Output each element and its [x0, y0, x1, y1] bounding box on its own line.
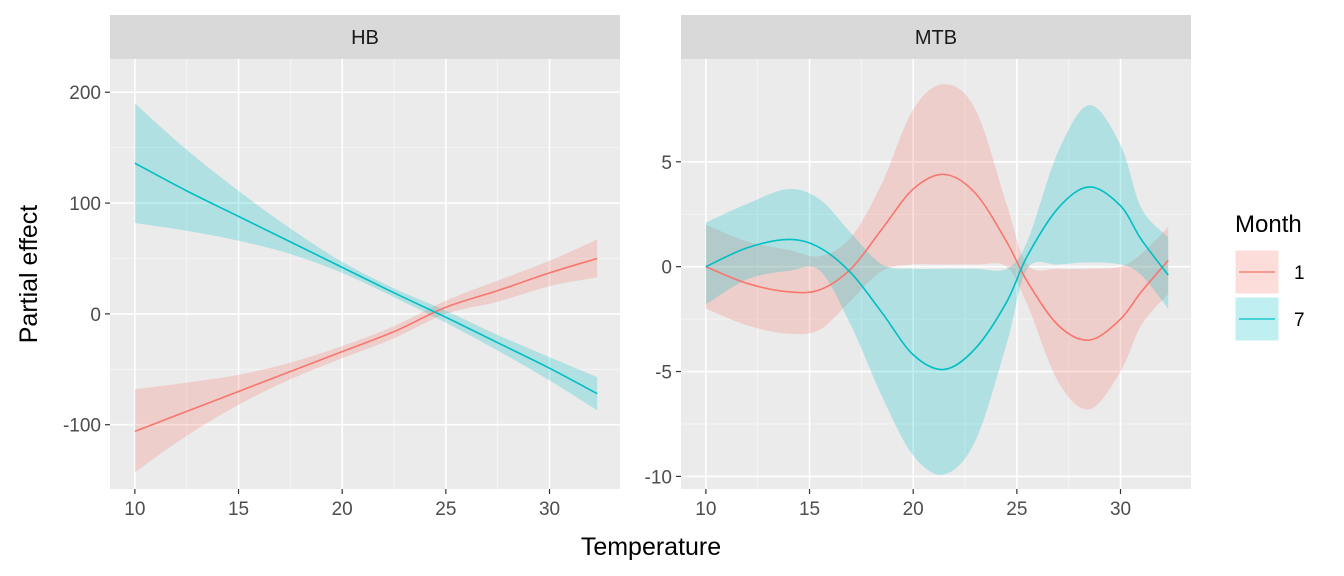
x-tick-label: 30: [539, 499, 560, 520]
legend-label-1: 1: [1294, 263, 1305, 284]
series-line-1: [134, 257, 598, 433]
panel-mtb-axes: 10 15 20 25 30 -10 -5 0 5: [645, 153, 1132, 520]
panel-hb-strip: [110, 15, 620, 59]
legend-label-7: 7: [1294, 310, 1305, 331]
panel-hb-strip-label: HB: [351, 27, 379, 49]
panel-mtb-gridlines: [681, 59, 1191, 489]
confidence-ribbon-7: [705, 105, 1169, 475]
x-tick-label: 10: [124, 499, 145, 520]
x-tick-label: 25: [1006, 499, 1027, 520]
x-tick-label: 20: [903, 499, 924, 520]
series-line-1: [705, 173, 1169, 341]
x-tick-label: 15: [228, 499, 249, 520]
y-tick-label: 0: [661, 258, 672, 279]
x-tick-label: 25: [435, 499, 456, 520]
legend: Month 1 7: [1234, 211, 1305, 342]
y-tick-label: 0: [90, 305, 101, 326]
panel-mtb-background: [681, 59, 1191, 489]
panel-mtb-lines: [705, 173, 1169, 371]
y-tick-label: 5: [661, 153, 672, 174]
x-tick-label: 20: [332, 499, 353, 520]
confidence-ribbon-1: [705, 84, 1169, 410]
legend-title: Month: [1235, 211, 1302, 238]
y-axis-title: Partial effect: [15, 205, 43, 344]
panel-mtb-strip-label: MTB: [915, 27, 957, 49]
panel-hb-lines: [134, 162, 598, 433]
x-axis-title: Temperature: [581, 533, 721, 561]
y-tick-label: -100: [63, 416, 101, 437]
series-line-7: [705, 186, 1169, 371]
y-tick-label: 200: [69, 83, 101, 104]
confidence-ribbon-7: [134, 103, 598, 411]
panel-mtb-ribbons: [705, 84, 1169, 475]
x-tick-label: 10: [695, 499, 716, 520]
panel-hb: HB 10 15 20 25 30 -100 0 100 200: [63, 15, 620, 520]
y-tick-label: -5: [655, 363, 672, 384]
panel-mtb: MTB 10 15 20 25 30 -10 -5 0 5: [645, 15, 1191, 520]
x-tick-label: 30: [1110, 499, 1131, 520]
confidence-ribbon-1: [134, 239, 598, 473]
panel-hb-background: [110, 59, 620, 489]
panel-hb-ribbons: [134, 103, 598, 473]
x-tick-label: 15: [799, 499, 820, 520]
y-tick-label: 100: [69, 194, 101, 215]
series-line-7: [134, 162, 598, 395]
y-tick-label: -10: [645, 467, 672, 488]
panel-mtb-strip: [681, 15, 1191, 59]
panel-hb-axes: 10 15 20 25 30 -100 0 100 200: [63, 83, 560, 520]
panel-hb-gridlines: [110, 59, 620, 489]
